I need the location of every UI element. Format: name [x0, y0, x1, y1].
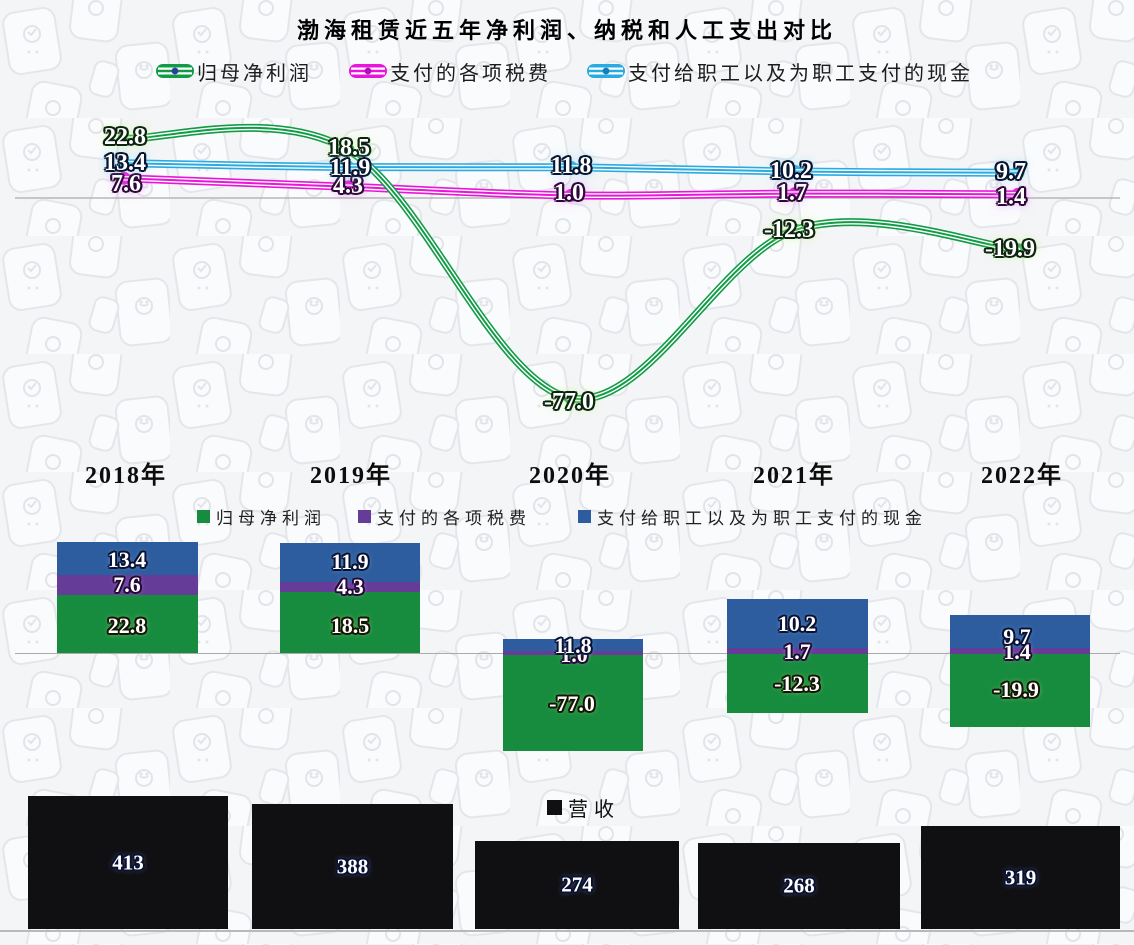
black-square-swatch [547, 799, 562, 815]
line-value-label: 1.7 [777, 180, 807, 206]
stacked-bar-value-label: 7.6 [113, 572, 141, 597]
line-value-label: -19.9 [985, 236, 1035, 262]
stacked-bar-segment [950, 615, 1090, 648]
line-legend-item-taxes: 支付的各项税费 [348, 58, 551, 85]
x-axis-label-2020: 2020年 [529, 463, 611, 489]
stacked-bar-segment [727, 599, 868, 648]
line-value-label: 10.2 [770, 158, 812, 184]
line-value-label: 11.8 [550, 153, 592, 179]
x-axis-label-2018: 2018年 [85, 463, 167, 489]
stacked-bar-segment [280, 592, 420, 653]
revenue-bar-label: 413 [112, 850, 144, 874]
stacked-bar-value-label: 22.8 [107, 613, 147, 638]
chart-title: 渤海租赁近五年净利润、纳税和人工支出对比 [296, 18, 837, 43]
line-series-core [123, 162, 1019, 174]
line-value-label: 13.4 [104, 150, 146, 176]
stacked-bar-segment [950, 654, 1090, 727]
stacked-bar-value-label: -77.0 [549, 691, 595, 716]
stacked-bar-segment [280, 582, 420, 592]
stacked-bar-value-label: 4.3 [336, 574, 364, 599]
line-value-label: 18.5 [328, 135, 370, 161]
revenue-bar-label: 388 [336, 854, 369, 878]
revenue-bar-label: 268 [783, 873, 815, 898]
line-value-label: -77.0 [544, 389, 594, 415]
bar-legend-label: 支付的各项税费 [377, 508, 531, 528]
line-legend-label: 支付给职工以及为职工支付的现金 [628, 62, 973, 85]
line-chart [15, 123, 1120, 405]
line-value-label: 11.9 [329, 155, 371, 181]
line-legend-label: 支付的各项税费 [390, 62, 551, 85]
bottom-chart-baseline [0, 930, 1134, 932]
stacked-bar-segment [57, 595, 198, 653]
line-legend-item-employee-cash: 支付给职工以及为职工支付的现金 [586, 58, 973, 85]
stacked-bar-value-label: 11.8 [554, 633, 592, 658]
stacked-bar-value-label: 1.4 [1003, 639, 1031, 664]
line-legend-marker-magenta [349, 64, 387, 78]
line-value-label: 22.8 [104, 124, 146, 150]
green-square-swatch [197, 509, 210, 523]
revenue-bar [921, 826, 1120, 929]
stacked-bar-segment [950, 648, 1090, 654]
line-series-core [123, 177, 1019, 197]
stacked-bar-value-label: 11.9 [331, 549, 369, 574]
stacked-bar-value-label: 1.7 [783, 639, 811, 664]
stacked-bar-segment [280, 543, 420, 582]
line-value-label: -12.3 [764, 217, 814, 243]
stacked-bar-value-label: 9.7 [1003, 624, 1031, 649]
bar-legend-label: 支付给职工以及为职工支付的现金 [597, 508, 927, 528]
line-series-core [123, 126, 1019, 400]
line-legend-marker-green [156, 64, 194, 78]
line-value-label: 1.4 [996, 184, 1026, 210]
x-axis-label-2021: 2021年 [753, 463, 835, 489]
revenue-bar [698, 843, 900, 929]
line-legend-marker-cyan [587, 64, 625, 78]
stacked-bar-segment [503, 655, 643, 751]
revenue-legend-item: 营收 [547, 794, 620, 821]
x-axis-label-2019: 2019年 [310, 463, 392, 489]
bar-legend-label: 归母净利润 [216, 508, 326, 528]
line-legend-label: 归母净利润 [197, 62, 312, 85]
line-legend-item-net-profit: 归母净利润 [155, 58, 312, 85]
bar-legend-item-employee-cash: 支付给职工以及为职工支付的现金 [578, 505, 927, 528]
stacked-bar-segment [57, 575, 198, 595]
line-value-label: 1.0 [554, 180, 584, 206]
bar-legend-item-taxes: 支付的各项税费 [358, 505, 531, 528]
stacked-bar-value-label: -19.9 [993, 677, 1039, 702]
line-value-label: 4.3 [333, 173, 363, 199]
stacked-bar-value-label: -12.3 [774, 671, 820, 696]
stacked-bar-value-label: 1.0 [560, 642, 588, 667]
stacked-bar-segment [727, 648, 868, 654]
revenue-legend-label: 营收 [568, 798, 620, 821]
revenue-bar [252, 804, 453, 929]
stacked-bar-segment [57, 542, 198, 575]
x-axis-label-2022: 2022年 [981, 463, 1063, 489]
line-value-label: 7.6 [111, 171, 141, 197]
stacked-bar-segment [727, 654, 868, 713]
blue-square-swatch [578, 509, 591, 523]
stacked-bar-value-label: 18.5 [330, 613, 370, 638]
revenue-bar-label: 319 [1004, 865, 1037, 889]
stacked-bar-segment [503, 639, 643, 651]
stacked-bar-value-label: 13.4 [107, 547, 147, 572]
stacked-bar-value-label: 10.2 [777, 611, 817, 636]
bar-legend-item-net-profit: 归母净利润 [197, 505, 326, 528]
revenue-bar [28, 796, 228, 929]
line-value-label: 9.7 [996, 159, 1026, 185]
revenue-bar-label: 274 [561, 872, 593, 897]
purple-square-swatch [358, 509, 371, 523]
stacked-bar-segment [503, 651, 643, 655]
revenue-bar [475, 841, 679, 929]
